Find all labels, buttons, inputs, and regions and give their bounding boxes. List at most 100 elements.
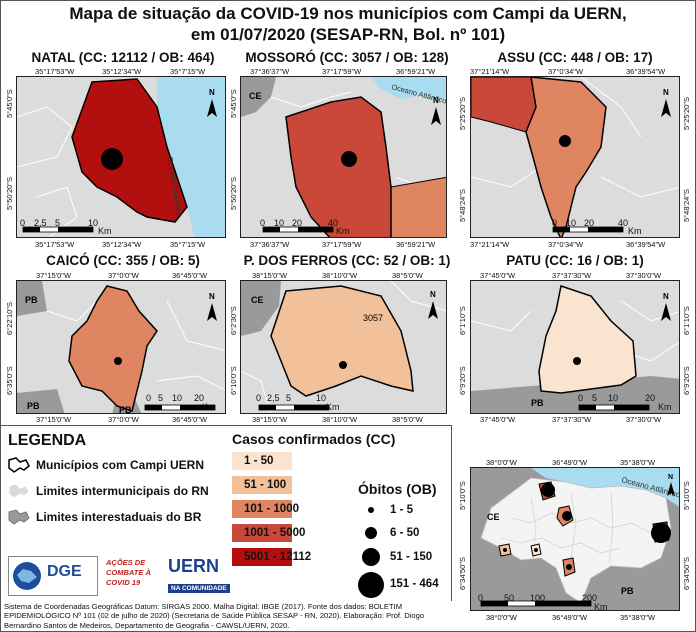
- scale-label: 10: [316, 393, 327, 403]
- scale-label: 0: [256, 393, 262, 403]
- cc-swatch-3: [232, 500, 292, 518]
- map-assu[interactable]: N: [470, 76, 680, 238]
- coord-label: 35°38'0"W: [620, 613, 656, 622]
- coord-label: 37°0'34"W: [548, 67, 584, 76]
- scale-label: 50: [504, 593, 515, 603]
- legend-item-campi: Municípios com Campi UERN: [36, 458, 205, 472]
- ob-dot-4: [358, 572, 384, 598]
- coord-label: 36°45'0"W: [172, 415, 208, 424]
- ob-dot-2: [365, 527, 377, 539]
- coord-label: 37°17'59"W: [322, 67, 362, 76]
- scale-unit: Km: [658, 402, 672, 412]
- scale-unit: Km: [336, 226, 350, 236]
- coord-label: 5°50'20"S: [5, 177, 14, 210]
- scale-label: 5: [158, 393, 164, 403]
- coord-label: 6°9'20"S: [682, 366, 691, 395]
- overview-ce-label: CE: [487, 512, 500, 522]
- scale-label: 10: [172, 393, 183, 403]
- scale-unit: Km: [98, 226, 112, 236]
- panel-title-natal: NATAL (CC: 12112 / OB: 464): [31, 50, 215, 65]
- coord-label: 36°39'54"W: [626, 67, 666, 76]
- map-pau-dos-ferros[interactable]: 3057 CE N: [240, 280, 447, 414]
- coord-label: 36°59'21"W: [396, 240, 436, 249]
- coord-label: 6°35'0"S: [5, 366, 14, 395]
- coord-label: 35°12'34"W: [102, 67, 142, 76]
- coord-label: 36°49'0"W: [552, 613, 588, 622]
- coord-label: 37°0'0"W: [108, 271, 139, 280]
- panel-title-patu: PATU (CC: 16 / OB: 1): [506, 253, 644, 268]
- map-patu[interactable]: PB N: [470, 280, 680, 414]
- state-label-pb: PB: [27, 401, 40, 411]
- coord-label: 36°59'21"W: [396, 67, 436, 76]
- coord-label: 36°39'54"W: [626, 240, 666, 249]
- coord-label: 6°34'50"S: [682, 557, 691, 590]
- svg-text:N: N: [663, 88, 669, 97]
- coord-label: 6°2'30"S: [229, 306, 238, 335]
- cc-legend-title: Casos confirmados (CC): [232, 431, 396, 447]
- uern-logo: UERN NA COMUNIDADE: [168, 556, 230, 596]
- coord-label: 38°10'0"W: [322, 271, 358, 280]
- coord-label: 5°45'0"S: [229, 89, 238, 118]
- scale-label: 10: [88, 218, 99, 228]
- cc-swatch-4: [232, 524, 292, 542]
- scale-label: 200: [582, 593, 598, 603]
- ob-label-2: 6 - 50: [390, 527, 420, 539]
- coord-label: 38°15'0"W: [252, 271, 288, 280]
- coord-label: 5°10'0"S: [458, 481, 467, 510]
- ob-legend-title: Óbitos (OB): [358, 481, 437, 497]
- coord-label: 35°12'34"W: [102, 240, 142, 249]
- coord-label: 6°9'20"S: [458, 366, 467, 395]
- scale-label: 40: [618, 218, 629, 228]
- svg-text:N: N: [433, 96, 439, 105]
- state-label-pb: PB: [119, 405, 132, 414]
- north-arrow: N: [207, 292, 217, 321]
- coord-label: 37°15'0"W: [36, 271, 72, 280]
- ob-label-3: 51 - 150: [390, 551, 433, 563]
- coord-label: 37°45'0"W: [480, 271, 516, 280]
- panel-title-pau-dos-ferros: P. DOS FERROS (CC: 52 / OB: 1): [243, 253, 451, 268]
- north-arrow: N: [428, 290, 438, 319]
- coord-label: 38°5'0"W: [392, 271, 423, 280]
- scale-label: 0: [478, 593, 484, 603]
- title-line-1: Mapa de situação da COVID-19 nos municíp…: [69, 4, 627, 23]
- map-mossoro[interactable]: Oceano Atlântico CE N: [240, 76, 447, 238]
- scale-label: 40: [328, 218, 339, 228]
- ob-label-4: 151 - 464: [390, 578, 439, 590]
- coord-label: 37°30'0"W: [626, 271, 662, 280]
- overview-pb-label: PB: [621, 586, 634, 596]
- municipality-code-label: 3057: [363, 313, 383, 323]
- coord-label: 5°48'24"S: [458, 189, 467, 222]
- overview-map[interactable]: Oceano Atlântico CE PB N: [470, 467, 680, 611]
- scale-label: 20: [645, 393, 656, 403]
- footer-credits: Sistema de Coordenadas Geográficas Datum…: [4, 602, 425, 630]
- scale-label: 5: [286, 393, 292, 403]
- north-arrow: N: [431, 96, 441, 125]
- svg-text:N: N: [668, 474, 673, 481]
- panel-title-mossoro: MOSSORÓ (CC: 3057 / OB: 128): [245, 50, 449, 65]
- map-caico[interactable]: PB PB PB N: [16, 280, 226, 414]
- scale-label: 0: [20, 218, 26, 228]
- coord-label: 37°30'0"W: [626, 415, 662, 424]
- cc-swatch-2: [232, 476, 292, 494]
- scale-label: 20: [194, 393, 205, 403]
- coord-label: 37°36'37"W: [250, 67, 290, 76]
- coord-label: 37°37'30"W: [552, 271, 592, 280]
- scale-label: 10: [274, 218, 285, 228]
- state-label-pb: PB: [25, 295, 38, 305]
- ob-dot-3: [362, 548, 380, 566]
- map-natal[interactable]: Oceano Atlântico N: [16, 76, 226, 238]
- coord-label: 37°21'14"W: [470, 67, 510, 76]
- cc-swatch-5: [232, 548, 292, 566]
- panel-title-assu: ASSU (CC: 448 / OB: 17): [497, 50, 653, 65]
- scale-label: 20: [584, 218, 595, 228]
- coord-label: 5°45'0"S: [5, 89, 14, 118]
- coord-label: 6°1'10"S: [682, 306, 691, 335]
- coord-label: 37°17'59"W: [322, 240, 362, 249]
- scale-label: 0: [146, 393, 152, 403]
- scale-label: 100: [530, 593, 546, 603]
- coord-label: 37°0'34"W: [548, 240, 584, 249]
- state-label-ce: CE: [251, 295, 264, 305]
- scale-label: 10: [608, 393, 619, 403]
- coord-label: 38°5'0"W: [392, 415, 423, 424]
- coord-label: 36°45'0"W: [172, 271, 208, 280]
